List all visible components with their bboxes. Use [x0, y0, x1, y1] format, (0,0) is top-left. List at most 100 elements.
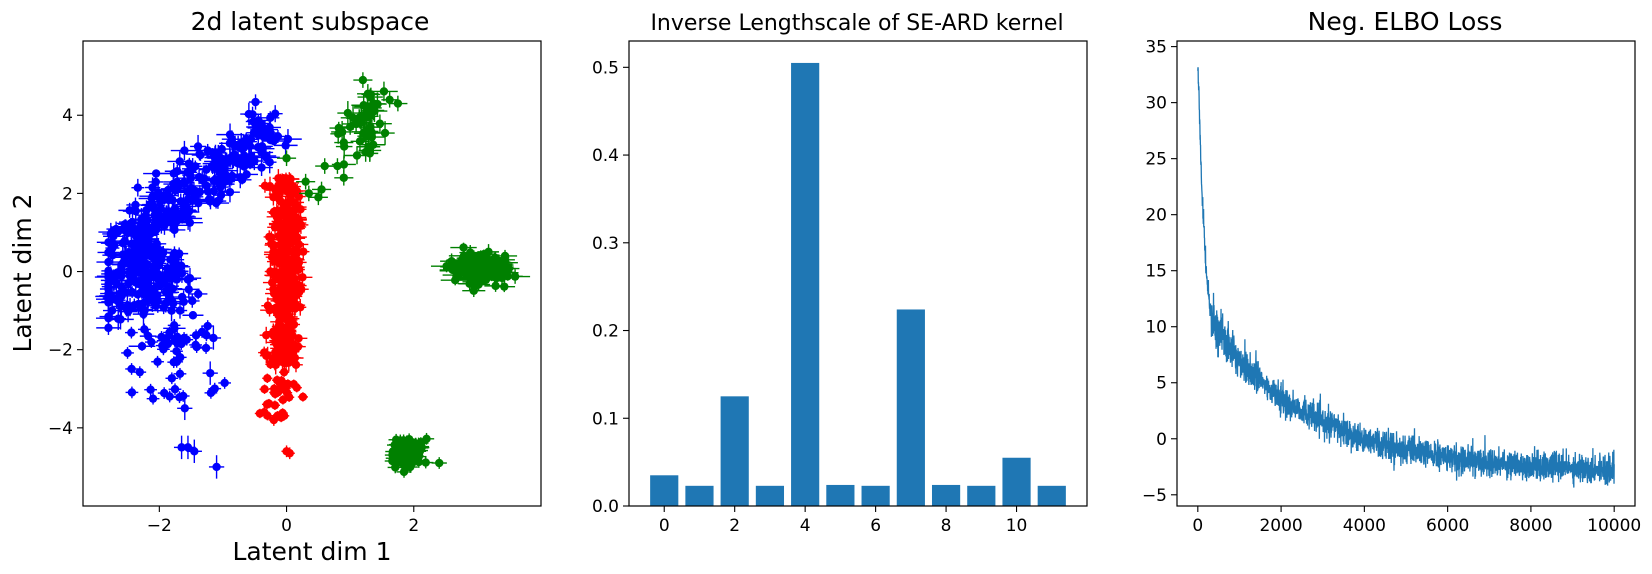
scatter-point: [208, 455, 225, 479]
scatter-point: [269, 323, 289, 341]
lengthscale-x-tick-label: 6: [870, 516, 881, 536]
scatter-point: [125, 363, 138, 375]
scatter-point: [170, 345, 183, 358]
lengthscale-bar: [861, 485, 890, 506]
scatter-point: [173, 391, 186, 404]
scatter-point: [447, 261, 470, 274]
scatter-point: [259, 406, 270, 419]
scatter-point: [137, 240, 162, 249]
scatter-point: [282, 301, 300, 315]
scatter-point: [287, 317, 301, 332]
scatter-point: [176, 174, 192, 191]
scatter-point: [357, 88, 383, 106]
scatter-point: [130, 248, 155, 263]
scatter-point: [450, 242, 477, 253]
scatter-point: [399, 435, 415, 448]
scatter-point: [146, 392, 160, 405]
scatter-point: [178, 333, 191, 346]
lengthscale-y-tick-label: 0.1: [592, 409, 619, 429]
scatter-point: [286, 278, 298, 297]
lengthscale-bar: [967, 485, 996, 506]
lengthscale-bar: [1037, 485, 1066, 506]
scatter-point: [440, 275, 470, 286]
scatter-point: [157, 205, 175, 218]
scatter-point: [386, 439, 403, 451]
scatter-point: [133, 210, 158, 234]
scatter-point: [274, 173, 290, 185]
scatter-point: [255, 148, 277, 164]
latent-y-tick-label: −2: [48, 341, 73, 361]
scatter-point: [160, 292, 183, 312]
scatter-point: [112, 295, 130, 318]
scatter-point: [122, 202, 149, 220]
scatter-point: [277, 196, 294, 213]
lengthscale-bar-plot: Inverse Lengthscale of SE-ARD kernel 0 2 4…: [592, 11, 1088, 536]
lengthscale-plot-frame: [628, 40, 1088, 507]
scatter-point: [261, 135, 280, 145]
scatter-point: [480, 254, 500, 270]
scatter-point: [188, 288, 208, 300]
scatter-point: [248, 94, 263, 110]
latent-x-tick-label: −2: [147, 516, 172, 536]
latent-subspace-plot: 2d latent subspace −2 0 2 −4 −2 0 2 4 Latent di…: [8, 7, 542, 566]
scatter-point: [395, 444, 411, 456]
scatter-point: [137, 323, 151, 336]
scatter-point: [155, 331, 168, 343]
scatter-point: [271, 263, 282, 284]
scatter-point: [396, 466, 412, 478]
scatter-point: [294, 199, 307, 219]
lengthscale-bar: [896, 309, 925, 506]
scatter-point: [258, 178, 272, 193]
scatter-point: [276, 376, 287, 386]
scatter-point: [218, 377, 232, 389]
elbo-x-tick-label: 0: [1192, 516, 1203, 536]
scatter-point: [146, 245, 168, 268]
scatter-point: [131, 178, 145, 197]
scatter-point: [159, 270, 184, 287]
scatter-point: [102, 247, 123, 264]
lengthscale-bar: [791, 62, 820, 507]
lengthscale-y-tick-label: 0.2: [592, 322, 619, 342]
lengthscale-bars: [650, 62, 1066, 507]
scatter-point: [337, 101, 359, 126]
scatter-point: [174, 186, 203, 197]
elbo-y-tick-label: 15: [1145, 262, 1167, 282]
scatter-point: [357, 142, 375, 162]
scatter-point: [199, 342, 213, 354]
scatter-point: [134, 284, 154, 305]
scatter-point: [387, 461, 403, 474]
scatter-point: [144, 336, 158, 348]
scatter-point: [133, 366, 147, 379]
scatter-point: [396, 459, 412, 472]
scatter-point: [274, 212, 286, 221]
scatter-point: [259, 384, 270, 394]
scatter-point: [334, 134, 354, 151]
scatter-point: [254, 119, 270, 133]
scatter-point: [351, 109, 368, 127]
scatter-point: [168, 383, 182, 396]
scatter-point: [340, 119, 360, 135]
scatter-point: [243, 149, 259, 164]
scatter-point: [143, 169, 170, 178]
scatter-point: [201, 320, 215, 332]
scatter-point: [353, 72, 373, 88]
scatter-point: [156, 252, 185, 268]
scatter-point: [172, 302, 188, 319]
scatter-point: [170, 140, 199, 161]
scatter-point: [308, 189, 328, 206]
scatter-point: [203, 197, 230, 209]
scatter-point: [243, 106, 262, 122]
lengthscale-bar: [755, 485, 785, 506]
scatter-point: [276, 285, 290, 303]
scatter-point: [189, 329, 203, 342]
latent-x-tick-label: 0: [281, 516, 292, 536]
scatter-point: [277, 150, 297, 167]
latent-y-tick-label: 0: [62, 263, 73, 283]
scatter-point: [100, 269, 127, 292]
latent-scatter-marks: [94, 72, 531, 479]
lengthscale-y-tick-label: 0.0: [592, 497, 619, 517]
scatter-point: [297, 392, 309, 402]
latent-y-tick-label: −4: [48, 419, 73, 439]
lengthscale-bar: [1002, 457, 1031, 506]
